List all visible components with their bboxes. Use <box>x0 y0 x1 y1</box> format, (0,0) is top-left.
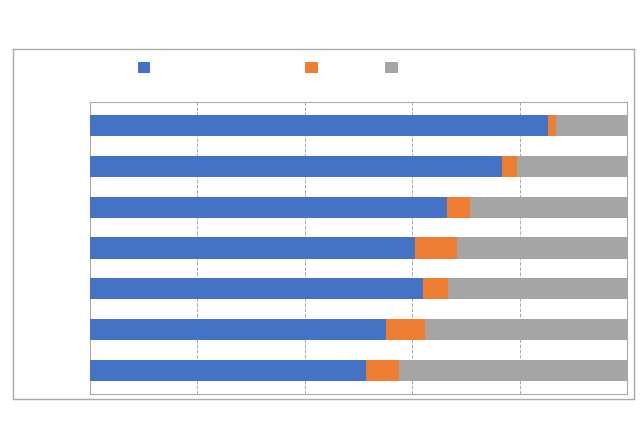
Bar <box>423 278 447 299</box>
Bar <box>90 115 548 136</box>
Bar <box>90 197 447 218</box>
Bar <box>90 278 423 299</box>
Bar <box>387 319 424 340</box>
Bar <box>90 360 366 381</box>
Bar <box>447 197 470 218</box>
Bar <box>415 237 457 259</box>
Bar <box>90 156 502 177</box>
Bar <box>548 115 556 136</box>
Bar <box>399 360 628 381</box>
Bar <box>556 115 627 136</box>
Bar <box>470 197 628 218</box>
Bar <box>366 360 399 381</box>
Legend: マイナスの売却差額発生, 差額なし, プラスの売却差額発生: マイナスの売却差額発生, 差額なし, プラスの売却差額発生 <box>133 57 532 78</box>
Bar <box>502 156 517 177</box>
Bar <box>457 237 627 259</box>
Bar <box>517 156 627 177</box>
Bar <box>447 278 627 299</box>
Bar <box>424 319 628 340</box>
Bar <box>90 319 387 340</box>
Bar <box>90 237 415 259</box>
